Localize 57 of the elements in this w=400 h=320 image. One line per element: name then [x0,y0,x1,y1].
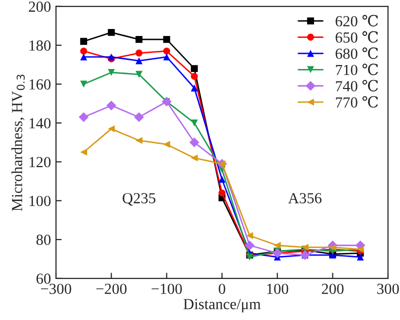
point [80,48,88,55]
y-tick-label: 160 [30,79,51,90]
point [108,125,115,132]
point [80,53,88,60]
point [163,36,170,43]
point [136,136,142,144]
legend-label: 620 ℃ [336,14,378,26]
legend-label: 650 ℃ [336,31,378,43]
y-tick-label: 100 [30,196,51,206]
point [136,36,142,43]
point [163,140,170,148]
y-tick-label: 60 [36,274,51,284]
point [190,154,198,162]
point [134,112,144,122]
point [356,254,364,260]
x-axis-title: Distance/μm [184,298,261,312]
point [190,84,198,92]
point [244,240,255,250]
point [108,28,115,36]
point [190,120,198,126]
point [190,65,198,72]
point [136,50,142,56]
x-tick-label: −300 [40,284,72,294]
x-tick-label: −100 [152,284,182,294]
point [108,68,115,76]
point [163,48,170,55]
legend-label: 710 ℃ [336,64,378,76]
point [163,53,170,60]
point [189,137,200,148]
point [78,112,89,122]
point [80,38,88,45]
point [274,242,281,249]
point [246,232,254,240]
legend-label: 740 ℃ [336,80,378,92]
x-tick-label: 100 [267,284,288,294]
point [190,72,198,80]
y-tick-label: 200 [28,2,51,12]
y-tick-label: 80 [36,234,51,245]
legend-label: 680 ℃ [336,47,378,59]
point [218,176,226,183]
point [106,100,116,110]
y-tick-label: 120 [30,156,51,168]
point [136,70,142,78]
y-axis-title: Microhardness, HV$_{0.3}$ [11,74,25,212]
x-tick-label: −200 [96,284,127,294]
annotation: Q235 [122,193,156,206]
point [218,189,226,196]
y-tick-label: 140 [30,118,51,128]
point [136,57,142,64]
y-tick-label: 180 [30,40,51,51]
point [80,148,88,156]
x-tick-label: 200 [322,284,344,294]
annotation: A356 [288,193,322,204]
x-tick-label: 300 [377,284,399,294]
legend-label: 770 ℃ [336,96,378,108]
x-tick-label: 0 [218,284,226,294]
point [80,80,88,88]
